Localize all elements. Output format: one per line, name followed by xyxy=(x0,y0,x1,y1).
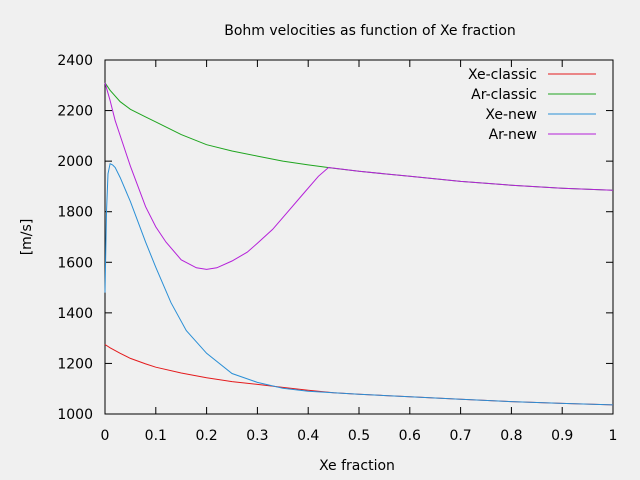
x-tick-label: 0.9 xyxy=(551,428,573,444)
series-line-ar-new xyxy=(104,82,614,270)
x-axis-label: Xe fraction xyxy=(319,458,395,474)
y-tick-label: 1400 xyxy=(57,306,93,322)
legend-label: Xe-new xyxy=(485,107,537,123)
x-tick-label: 0.5 xyxy=(348,428,370,444)
y-tick-label: 1200 xyxy=(57,356,93,372)
x-tick-label: 0 xyxy=(101,428,110,444)
x-tick-label: 1 xyxy=(609,428,618,444)
series-line-xe-classic xyxy=(104,344,614,406)
axis-ticks: 0 0.1 0.2 0.3 0.4 0.5 0.6 0.7 0.8 0.9 1 1000 1200 140… xyxy=(57,53,617,444)
y-tick-label: 2000 xyxy=(57,154,93,170)
legend-label: Xe-classic xyxy=(468,67,537,83)
x-tick-label: 0.1 xyxy=(145,428,167,444)
y-tick-label: 2400 xyxy=(57,53,93,69)
legend: Xe-classic Ar-classic Xe-new Ar-new xyxy=(468,67,596,143)
series-line-xe-new xyxy=(104,162,614,406)
y-axis-label: [m/s] xyxy=(19,219,35,256)
y-tick-label: 1000 xyxy=(57,407,93,423)
x-tick-label: 0.6 xyxy=(399,428,421,444)
y-tick-label: 1800 xyxy=(57,205,93,221)
series-lines xyxy=(104,82,614,406)
y-tick-label: 2200 xyxy=(57,104,93,120)
chart-title: Bohm velocities as function of Xe fracti… xyxy=(224,23,516,39)
x-tick-label: 0.3 xyxy=(246,428,268,444)
x-tick-label: 0.7 xyxy=(449,428,471,444)
legend-label: Ar-new xyxy=(489,127,537,143)
x-tick-label: 0.2 xyxy=(195,428,217,444)
x-tick-label: 0.8 xyxy=(500,428,522,444)
x-tick-label: 0.4 xyxy=(297,428,319,444)
y-tick-label: 1600 xyxy=(57,255,93,271)
legend-label: Ar-classic xyxy=(471,87,537,103)
